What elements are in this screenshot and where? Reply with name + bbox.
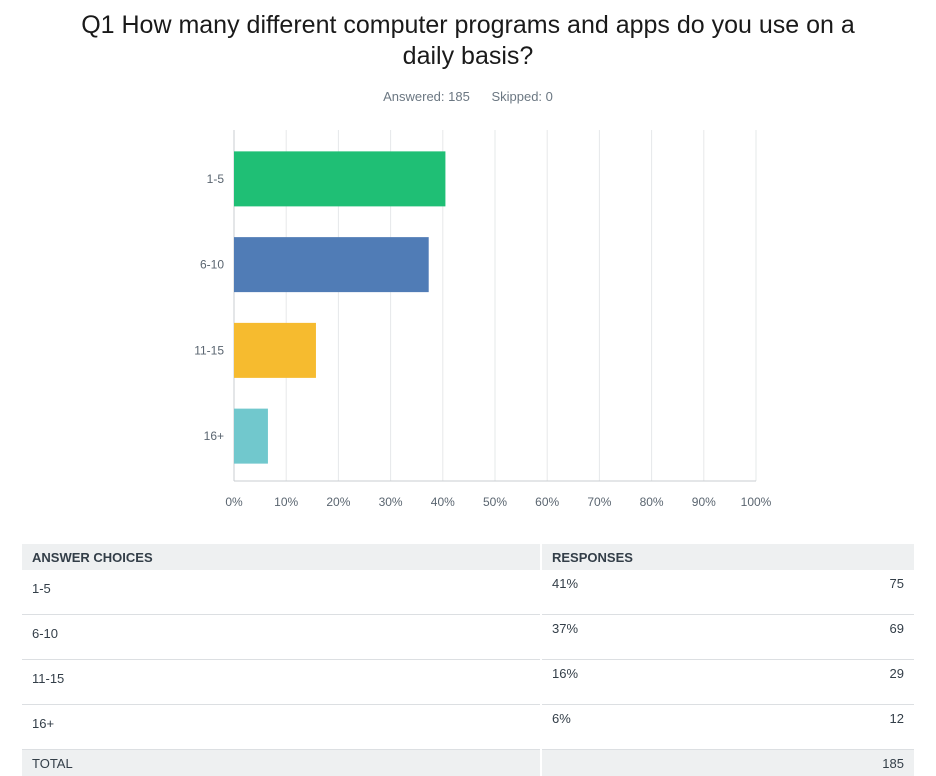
x-tick-label: 70% [587,495,611,509]
response-percent: 37% [552,621,578,636]
bar [234,237,429,292]
response-count: 12 [890,711,904,726]
x-tick-label: 90% [692,495,716,509]
x-tick-label: 80% [640,495,664,509]
bar [234,409,268,464]
response-cell: 37% 69 [541,615,914,660]
answer-choice: 16+ [22,705,541,750]
bar [234,151,445,206]
table-row: 16+ 6% 12 [22,705,914,750]
table-row: 1-5 41% 75 [22,570,914,615]
x-tick-label: 40% [431,495,455,509]
category-label: 11-15 [194,343,224,357]
bar-chart: 0% 10% 20% 30% 40% 50% 60% 70% 80% 90% 100% 1-5 6-10… [0,0,936,530]
table-header-row: ANSWER CHOICES RESPONSES [22,544,914,570]
x-tick-label: 20% [326,495,350,509]
answer-choices-header: ANSWER CHOICES [22,544,541,570]
response-cell: 16% 29 [541,660,914,705]
x-tick-label: 50% [483,495,507,509]
x-tick-label: 30% [379,495,403,509]
x-tick-label: 10% [274,495,298,509]
total-count: 185 [541,750,914,776]
x-tick-label: 0% [225,495,243,509]
response-count: 29 [890,666,904,681]
x-tick-label: 60% [535,495,559,509]
responses-header: RESPONSES [541,544,914,570]
table-row: 6-10 37% 69 [22,615,914,660]
total-label: TOTAL [22,750,541,776]
response-cell: 6% 12 [541,705,914,750]
x-tick-label: 100% [741,495,772,509]
answer-choice: 6-10 [22,615,541,660]
response-count: 75 [890,576,904,591]
table-row: 11-15 16% 29 [22,660,914,705]
answer-choice: 1-5 [22,570,541,615]
category-label: 6-10 [200,258,224,272]
response-cell: 41% 75 [541,570,914,615]
category-label: 1-5 [207,172,225,186]
total-row: TOTAL 185 [22,750,914,776]
bar [234,323,316,378]
answer-choice: 11-15 [22,660,541,705]
responses-table: ANSWER CHOICES RESPONSES 1-5 41% 75 6-10… [22,544,914,776]
response-percent: 41% [552,576,578,591]
response-percent: 6% [552,711,571,726]
response-count: 69 [890,621,904,636]
category-label: 16+ [204,429,224,443]
response-percent: 16% [552,666,578,681]
